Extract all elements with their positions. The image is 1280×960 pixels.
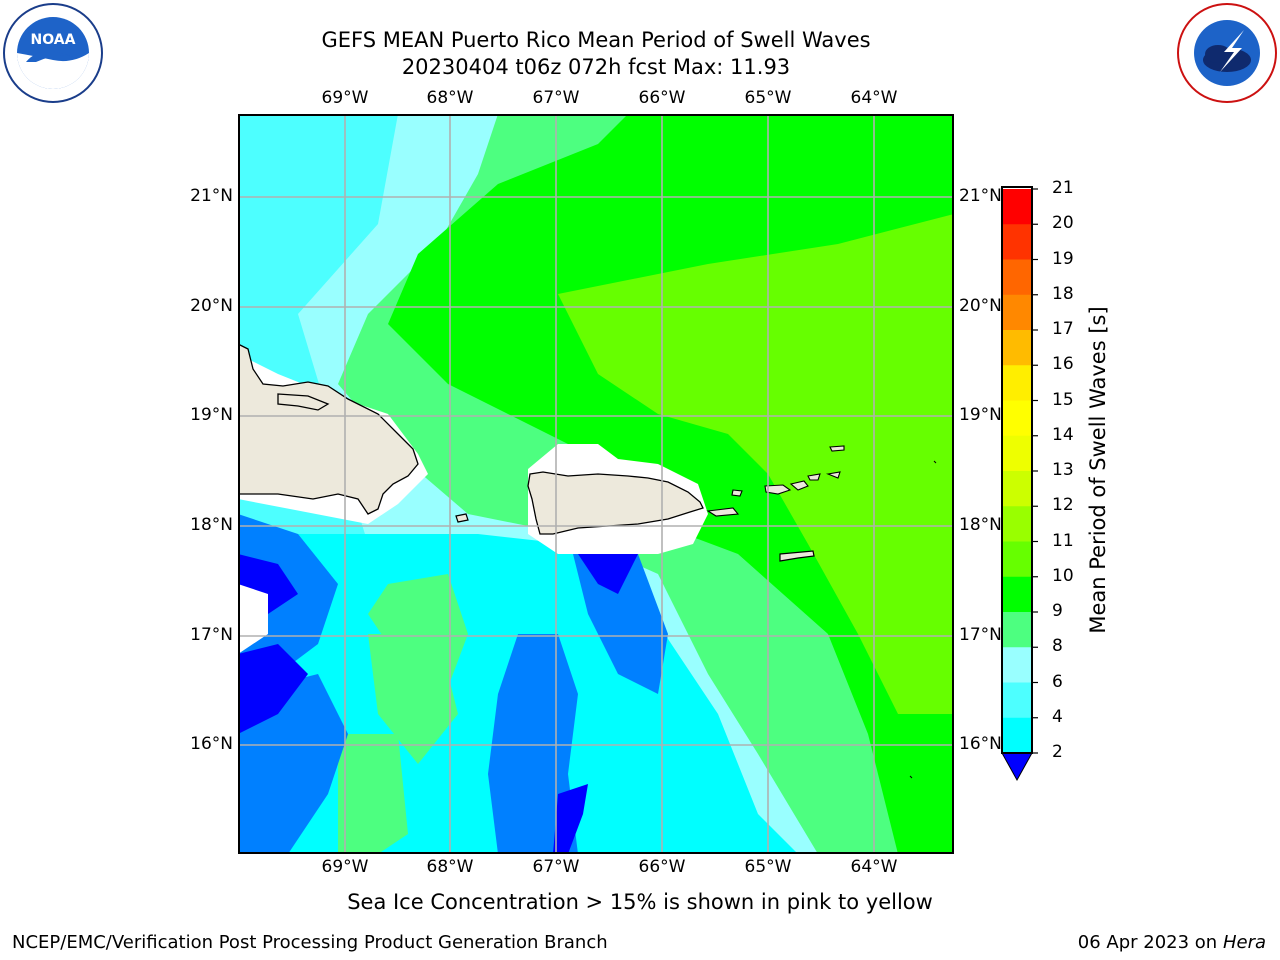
colorbar-band: [1002, 647, 1032, 683]
colorbar-tick-label: 20: [1052, 213, 1074, 234]
lon-label-bottom: 65°W: [744, 857, 792, 877]
chart-subtitle: 20230404 t06z 072h fcst Max: 11.93: [401, 55, 791, 79]
noaa-logo: NOAA: [2, 2, 104, 108]
colorbar-band: [1002, 365, 1032, 401]
colorbar-tick-label: 15: [1052, 389, 1074, 410]
colorbar-bands: [1002, 189, 1032, 754]
colorbar-band: [1002, 612, 1032, 648]
colorbar-extend-triangle: [1001, 752, 1033, 782]
lon-label-top: 65°W: [744, 88, 792, 108]
colorbar-band: [1002, 435, 1032, 472]
land-hispaniola: [238, 343, 419, 515]
colorbar-label: Mean Period of Swell Waves [s]: [1086, 306, 1110, 634]
colorbar-tick-label: 16: [1052, 354, 1074, 375]
colorbar-tick-label: 10: [1052, 565, 1074, 586]
colorbar-band: [1002, 682, 1032, 719]
colorbar-tick-label: 2: [1052, 742, 1063, 762]
lon-label-top: 64°W: [850, 88, 898, 108]
colorbar-tick-label: 4: [1052, 706, 1063, 727]
colorbar-tick-label: 14: [1052, 424, 1074, 445]
colorbar-frame: [1001, 186, 1033, 754]
colorbar-tick-label: 11: [1052, 530, 1074, 551]
colorbar-band: [1002, 330, 1032, 366]
colorbar-band: [1002, 541, 1032, 578]
lat-label-left: 17°N: [190, 625, 233, 645]
lat-label-left: 19°N: [190, 405, 233, 425]
lat-label-left: 18°N: [190, 515, 233, 535]
colorbar-tick-label: 13: [1052, 460, 1074, 480]
lon-label-top: 69°W: [321, 88, 369, 108]
field-9-10s-patch: [368, 634, 458, 764]
chart-title: GEFS MEAN Puerto Rico Mean Period of Swe…: [321, 28, 871, 52]
lat-label-right: 21°N: [959, 186, 1002, 206]
colorbar-tick-label: 8: [1052, 636, 1063, 657]
colorbar-band: [1002, 717, 1032, 754]
colorbar-band: [1002, 400, 1032, 437]
footer-credit: NCEP/EMC/Verification Post Processing Pr…: [12, 932, 608, 953]
lat-label-left: 16°N: [190, 734, 233, 754]
colorbar-tickmarks: [1032, 188, 1038, 754]
colorbar-band: [1002, 224, 1032, 260]
map-gridlines: [238, 114, 954, 854]
lat-label-right: 16°N: [959, 734, 1002, 754]
lat-label-left: 21°N: [190, 186, 233, 206]
field-below-2s: [238, 644, 308, 734]
footer-timestamp: 06 Apr 2023 on Hera: [1078, 932, 1266, 953]
lon-label-top: 67°W: [532, 88, 580, 108]
nws-logo: [1176, 2, 1278, 108]
colorbar-tick-label: 21: [1052, 178, 1074, 198]
land-mona-island: [455, 513, 469, 523]
land-anegada: [829, 445, 845, 452]
field-9-10s-patch: [338, 734, 408, 854]
lat-label-right: 18°N: [959, 515, 1002, 535]
colorbar-tick-label: 19: [1052, 248, 1074, 269]
land-islet: [933, 460, 937, 464]
lon-label-top: 68°W: [426, 88, 474, 108]
colorbar-tick-label: 9: [1052, 601, 1063, 621]
lat-label-left: 20°N: [190, 296, 233, 316]
land-virgin-islands: [789, 480, 809, 491]
map-frame: [238, 114, 954, 854]
colorbar-band: [1002, 471, 1032, 507]
lat-label-right: 19°N: [959, 405, 1002, 425]
land-puerto-rico: [527, 471, 704, 535]
field-11-12s: [558, 214, 954, 714]
colorbar-band: [1002, 294, 1032, 331]
colorbar-band: [1002, 576, 1032, 613]
lon-label-bottom: 68°W: [426, 857, 474, 877]
field-below-2s: [578, 554, 638, 594]
field-below-2s: [553, 784, 588, 854]
lon-label-bottom: 67°W: [532, 857, 580, 877]
colorbar-tick-label: 12: [1052, 495, 1074, 516]
colorbar-band: [1002, 189, 1032, 225]
lat-label-right: 17°N: [959, 625, 1002, 645]
colorbar-band: [1002, 506, 1032, 542]
colorbar-tick-label: 6: [1052, 671, 1063, 692]
colorbar: [1001, 186, 1038, 782]
colorbar-tick-label: 18: [1052, 283, 1074, 304]
swell-period-map: [238, 114, 954, 854]
land-st-croix: [779, 550, 815, 562]
land-virgin-islands: [807, 473, 821, 481]
land-virgin-islands: [706, 507, 740, 517]
land-samana: [277, 393, 330, 411]
land-islet: [909, 775, 913, 779]
land-virgin-islands: [825, 471, 841, 479]
sea-ice-note: Sea Ice Concentration > 15% is shown in …: [347, 890, 933, 914]
colorbar-tick-label: 17: [1052, 319, 1074, 339]
colorbar-band: [1002, 259, 1032, 296]
land-virgin-islands: [764, 484, 792, 495]
noaa-logo-text: NOAA: [31, 32, 76, 48]
lat-label-right: 20°N: [959, 296, 1002, 316]
lon-label-bottom: 64°W: [850, 857, 898, 877]
lon-label-bottom: 66°W: [638, 857, 686, 877]
lon-label-top: 66°W: [638, 88, 686, 108]
footer-date: 06 Apr 2023 on: [1077, 932, 1223, 953]
land-virgin-islands: [731, 489, 743, 497]
lon-label-bottom: 69°W: [321, 857, 369, 877]
footer-host: Hera: [1222, 932, 1266, 953]
